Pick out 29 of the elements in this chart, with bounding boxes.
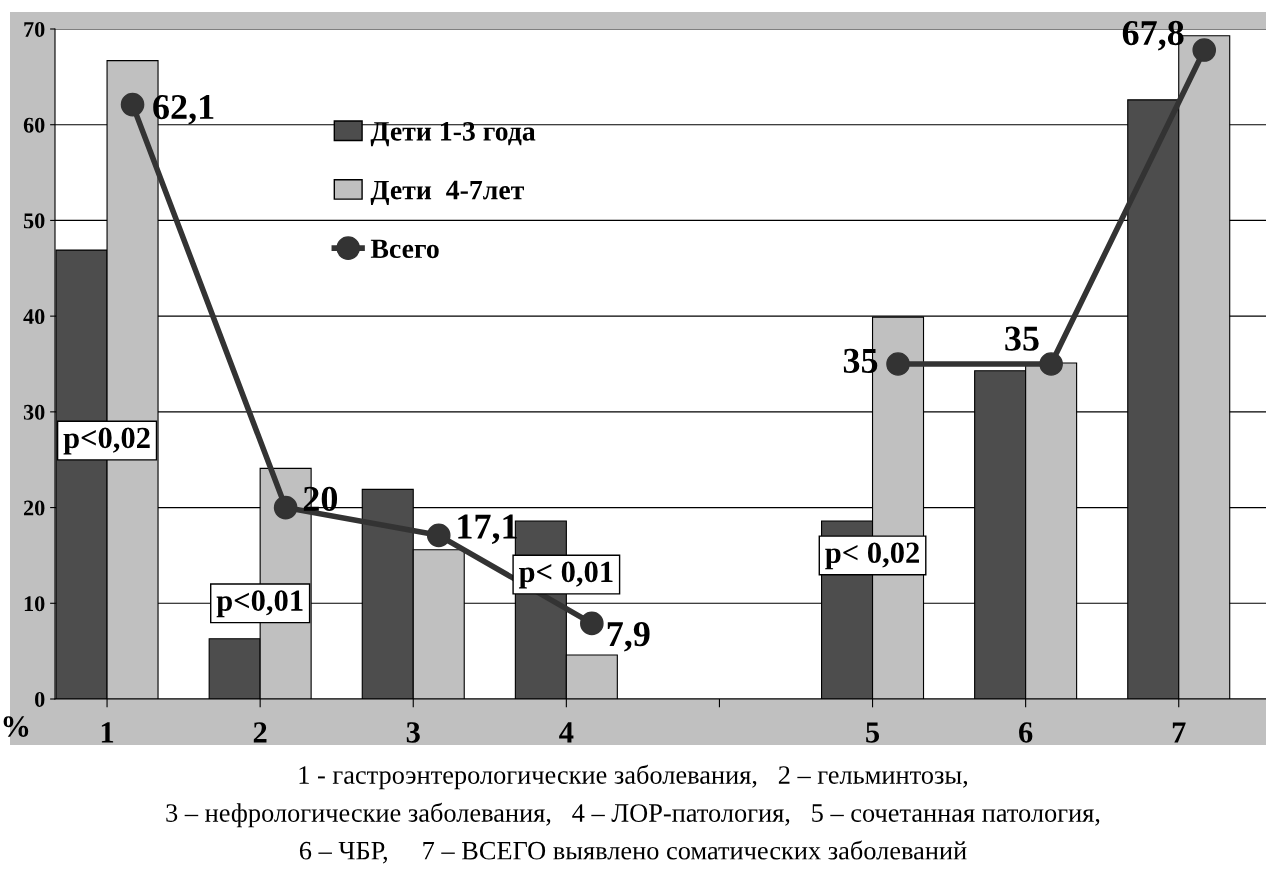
x-tick-label: 2 — [253, 722, 267, 743]
annotation: p< 0,01 — [518, 561, 613, 589]
y-tick-label: 50 — [23, 213, 45, 229]
y-tick-label: 20 — [23, 500, 45, 516]
legend-label: Дети 1-3 года — [370, 122, 536, 147]
annotation: p<0,02 — [63, 427, 150, 455]
text: 6 – ЧБР, 7 – ВСЕГО выявлено соматических заболеваний — [299, 840, 967, 864]
y-tick-label: 30 — [23, 404, 45, 420]
x-tick-label: 1 — [101, 722, 114, 743]
x-tick-label: 6 — [1019, 722, 1033, 743]
x-tick-label: 3 — [406, 722, 420, 743]
data-label: 67,8 — [1122, 20, 1184, 51]
y-tick-label: 0 — [35, 691, 45, 707]
x-tick-label: 7 — [1172, 722, 1186, 743]
x-tick-label: 5 — [866, 722, 880, 743]
data-label: 7,9 — [607, 622, 650, 652]
annotation: p<0,01 — [216, 590, 303, 618]
x-tick-label: 4 — [559, 722, 574, 743]
y-tick-label: 10 — [24, 596, 45, 612]
legend-label: Всего — [370, 239, 439, 259]
data-label: 35 — [1005, 326, 1039, 351]
text: 3 – нефрологические заболевания, 4 – ЛОР-патология, 5 – сочетанная патология, — [166, 802, 1100, 828]
legend-label: Дети 4-7лет — [370, 180, 524, 206]
y-tick-label: 40 — [23, 309, 45, 325]
y-tick-label: 60 — [23, 117, 45, 133]
y-tick-label: 70 — [24, 21, 45, 37]
text: 1 - гастроэнтерологические заболевания, 2 – гельминтозы, — [299, 764, 968, 790]
annotation: p< 0,02 — [825, 542, 919, 570]
y-axis-title: % — [3, 716, 29, 737]
